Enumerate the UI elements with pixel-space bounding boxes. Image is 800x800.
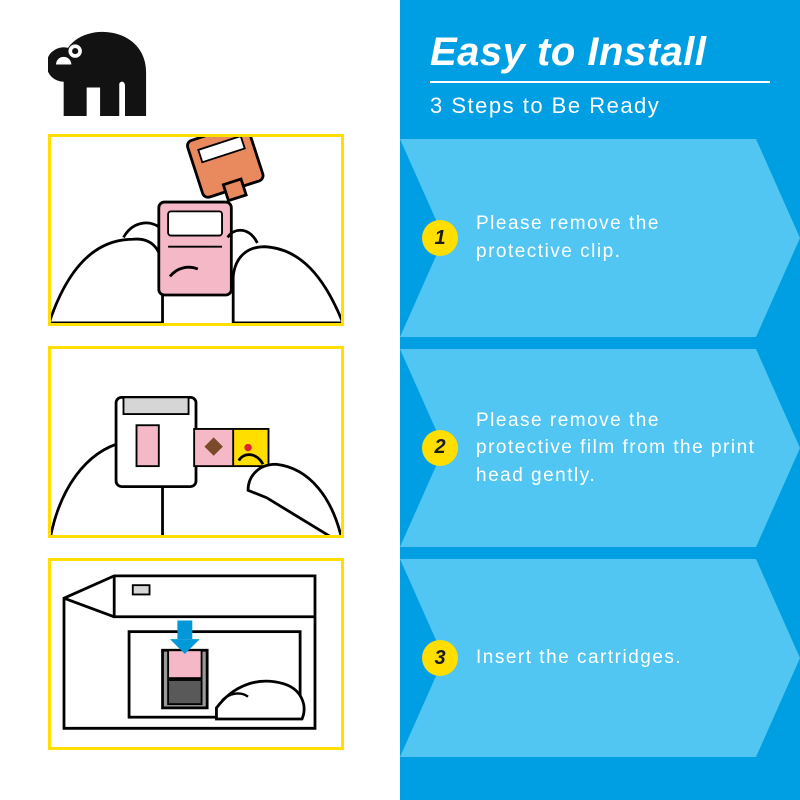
steps-list: 1 Please remove the protective clip. 2 P…	[400, 133, 800, 763]
step-number: 2	[434, 436, 445, 459]
illustration-step-1	[48, 134, 344, 326]
step-text: Please remove the protective clip.	[476, 210, 756, 265]
step-badge: 1	[422, 220, 458, 256]
step-number: 3	[434, 647, 445, 670]
step-1: 1 Please remove the protective clip.	[400, 133, 800, 343]
subtitle: 3 Steps to Be Ready	[430, 93, 770, 119]
step-text: Insert the cartridges.	[476, 644, 682, 672]
left-panel	[0, 0, 400, 800]
header-rule	[430, 81, 770, 83]
elephant-logo-icon	[48, 30, 156, 116]
right-panel: Easy to Install 3 Steps to Be Ready 1 Pl…	[400, 0, 800, 800]
illustration-step-2	[48, 346, 344, 538]
header: Easy to Install 3 Steps to Be Ready	[400, 0, 800, 133]
step-text: Please remove the protective film from t…	[476, 407, 756, 490]
title: Easy to Install	[430, 30, 770, 75]
illustration-step-3	[48, 558, 344, 750]
step-number: 1	[434, 227, 445, 250]
step-2: 2 Please remove the protective film from…	[400, 343, 800, 553]
step-badge: 2	[422, 430, 458, 466]
step-badge: 3	[422, 640, 458, 676]
step-3: 3 Insert the cartridges.	[400, 553, 800, 763]
